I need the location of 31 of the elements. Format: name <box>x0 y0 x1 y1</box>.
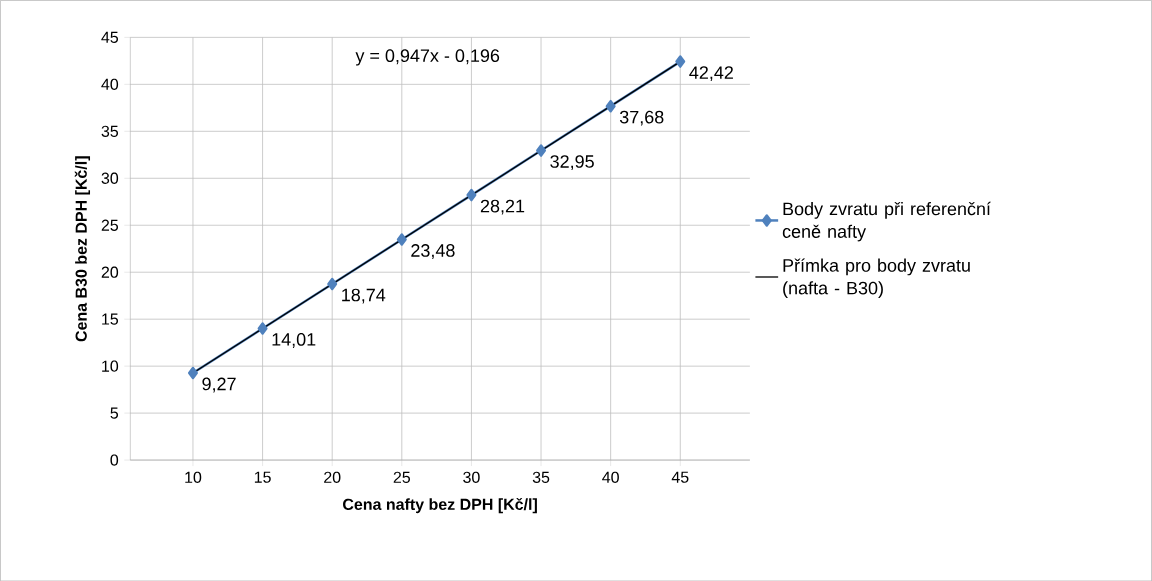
x-tick-label: 15 <box>254 471 271 483</box>
data-label: 37,68 <box>619 110 664 126</box>
data-label: 18,74 <box>342 288 386 304</box>
legend-label: Přímka pro body zvratu (nafta - B30) <box>783 258 970 298</box>
legend-label: Body zvratu při referenční ceně nafty <box>782 201 991 242</box>
data-label: 9,27 <box>202 377 236 393</box>
x-tick-label: 35 <box>532 471 550 483</box>
y-tick-label: 35 <box>101 125 119 137</box>
y-tick-label: 5 <box>110 407 119 419</box>
y-tick-label: 20 <box>101 266 119 278</box>
y-tick-label: 45 <box>101 31 119 43</box>
x-tick-label: 45 <box>671 471 689 483</box>
y-tick-label: 10 <box>102 360 119 372</box>
x-axis-title: Cena nafty bez DPH [Kč/l] <box>343 497 537 513</box>
data-label: 14,01 <box>272 332 316 348</box>
x-tick-label: 25 <box>393 471 411 483</box>
data-label: 23,48 <box>411 243 455 259</box>
data-label: 32,95 <box>550 154 594 170</box>
x-tick-label: 20 <box>324 471 341 483</box>
y-axis-title: Cena B30 bez DPH [Kč/l] <box>74 156 91 342</box>
annotation: y = 0,947x - 0,196 <box>355 49 500 66</box>
y-tick-label: 30 <box>101 172 119 184</box>
y-tick-label: 15 <box>102 313 119 325</box>
x-tick-label: 10 <box>185 471 202 483</box>
y-tick-label: 0 <box>110 454 119 466</box>
x-tick-label: 40 <box>602 471 619 483</box>
data-label: 28,21 <box>480 199 525 215</box>
y-tick-label: 40 <box>101 78 119 90</box>
y-tick-label: 25 <box>101 219 119 231</box>
x-tick-label: 30 <box>463 471 480 483</box>
data-label: 42,42 <box>689 66 733 81</box>
